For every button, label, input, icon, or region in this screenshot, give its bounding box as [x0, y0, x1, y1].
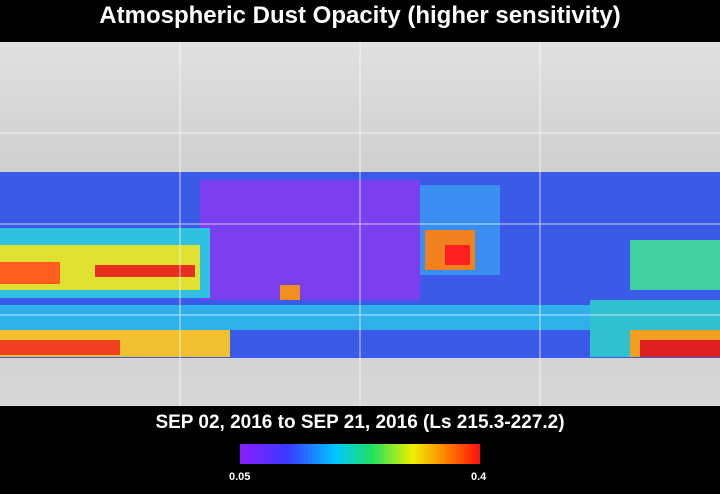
colorbar-max-label: 0.4: [471, 471, 487, 483]
colorbar-min-label: 0.05: [229, 471, 251, 483]
title: Atmospheric Dust Opacity (higher sensiti…: [99, 2, 621, 29]
subtitle: SEP 02, 2016 to SEP 21, 2016 (Ls 215.3-2…: [155, 412, 565, 433]
colorbar: [240, 444, 480, 464]
graticule: [0, 42, 720, 406]
